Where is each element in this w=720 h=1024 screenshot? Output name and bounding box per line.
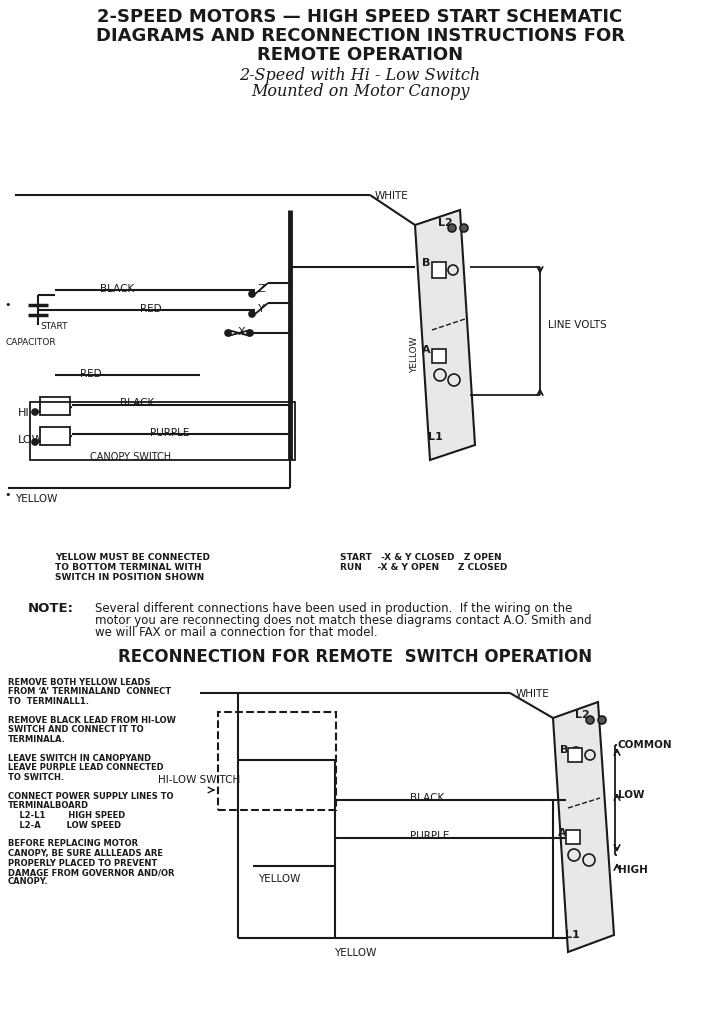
- Circle shape: [598, 716, 606, 724]
- Text: BLACK: BLACK: [120, 398, 154, 408]
- Text: CONNECT POWER SUPPLY LINES TO: CONNECT POWER SUPPLY LINES TO: [8, 792, 174, 801]
- Text: TO SWITCH.: TO SWITCH.: [8, 773, 64, 782]
- Text: WHITE: WHITE: [516, 689, 550, 699]
- Text: HIGH: HIGH: [618, 865, 648, 874]
- Text: CAPACITOR: CAPACITOR: [6, 338, 57, 347]
- Text: L2: L2: [438, 218, 453, 228]
- Bar: [568, 748, 582, 762]
- Bar: [566, 830, 580, 844]
- Bar: [432, 349, 446, 362]
- Circle shape: [225, 330, 231, 336]
- Text: CANOPY.: CANOPY.: [8, 878, 49, 887]
- Text: Y: Y: [258, 304, 265, 314]
- Text: REMOVE BOTH YELLOW LEADS: REMOVE BOTH YELLOW LEADS: [8, 678, 150, 687]
- Text: •: •: [5, 300, 12, 310]
- Circle shape: [249, 311, 255, 317]
- Circle shape: [249, 291, 255, 297]
- Text: SWITCH IN POSITION SHOWN: SWITCH IN POSITION SHOWN: [55, 573, 204, 582]
- Text: LOW: LOW: [18, 435, 44, 445]
- Text: LEAVE SWITCH IN CANOPYAND: LEAVE SWITCH IN CANOPYAND: [8, 754, 151, 763]
- Text: LINE VOLTS: LINE VOLTS: [548, 319, 607, 330]
- Text: TO  TERMINALL1.: TO TERMINALL1.: [8, 697, 89, 706]
- Text: HI: HI: [18, 408, 30, 418]
- Text: RED: RED: [140, 304, 161, 314]
- Text: A: A: [422, 345, 431, 355]
- Text: FROM ‘A’ TERMINALAND  CONNECT: FROM ‘A’ TERMINALAND CONNECT: [8, 687, 171, 696]
- Text: A: A: [558, 828, 567, 838]
- Text: CANOPY SWITCH: CANOPY SWITCH: [90, 452, 171, 462]
- Text: •: •: [5, 490, 12, 500]
- Text: YELLOW: YELLOW: [15, 494, 58, 504]
- Text: SWITCH AND CONNECT IT TO: SWITCH AND CONNECT IT TO: [8, 725, 143, 734]
- Text: PURPLE: PURPLE: [150, 428, 189, 438]
- Bar: [218, 712, 336, 810]
- Text: motor you are reconnecting does not match these diagrams contact A.O. Smith and: motor you are reconnecting does not matc…: [95, 614, 592, 627]
- Text: L2: L2: [575, 710, 590, 720]
- Circle shape: [460, 224, 468, 232]
- Text: RUN     -X & Y OPEN      Z CLOSED: RUN -X & Y OPEN Z CLOSED: [340, 563, 508, 572]
- Text: Mounted on Motor Canopy: Mounted on Motor Canopy: [251, 83, 469, 100]
- Text: X: X: [238, 327, 246, 337]
- Text: HI-LOW SWITCH: HI-LOW SWITCH: [158, 775, 240, 785]
- Polygon shape: [415, 210, 475, 460]
- Circle shape: [247, 330, 253, 336]
- Bar: [40, 397, 70, 415]
- Text: NOTE:: NOTE:: [28, 602, 74, 615]
- Bar: [30, 402, 295, 460]
- Text: YELLOW: YELLOW: [258, 874, 300, 884]
- Text: CANOPY, BE SURE ALLLEADS ARE: CANOPY, BE SURE ALLLEADS ARE: [8, 849, 163, 858]
- Text: COMMON: COMMON: [618, 740, 672, 750]
- Text: Several different connections have been used in production.  If the wiring on th: Several different connections have been …: [95, 602, 572, 615]
- Polygon shape: [553, 702, 614, 952]
- Circle shape: [448, 224, 456, 232]
- Text: DAMAGE FROM GOVERNOR AND/OR: DAMAGE FROM GOVERNOR AND/OR: [8, 868, 174, 877]
- Text: BLACK: BLACK: [100, 284, 134, 294]
- Text: we will FAX or mail a connection for that model.: we will FAX or mail a connection for tha…: [95, 626, 377, 639]
- Text: WHITE: WHITE: [375, 191, 409, 201]
- Text: START: START: [40, 322, 68, 331]
- Text: REMOVE BLACK LEAD FROM HI-LOW: REMOVE BLACK LEAD FROM HI-LOW: [8, 716, 176, 725]
- Text: TO BOTTOM TERMINAL WITH: TO BOTTOM TERMINAL WITH: [55, 563, 202, 572]
- Text: YELLOW: YELLOW: [334, 948, 376, 958]
- Text: L1: L1: [428, 432, 443, 442]
- Text: BLACK: BLACK: [410, 793, 444, 803]
- Text: RED: RED: [80, 369, 102, 379]
- Text: PROPERLY PLACED TO PREVENT: PROPERLY PLACED TO PREVENT: [8, 858, 157, 867]
- Text: YELLOW MUST BE CONNECTED: YELLOW MUST BE CONNECTED: [55, 553, 210, 562]
- Bar: [432, 262, 446, 278]
- Text: 2-Speed with Hi - Low Switch: 2-Speed with Hi - Low Switch: [240, 67, 480, 84]
- Circle shape: [32, 409, 38, 415]
- Text: L2-L1        HIGH SPEED: L2-L1 HIGH SPEED: [8, 811, 125, 820]
- Text: B: B: [560, 745, 568, 755]
- Text: Z: Z: [258, 284, 266, 294]
- Circle shape: [32, 439, 38, 445]
- Text: TERMINALBOARD: TERMINALBOARD: [8, 802, 89, 811]
- Text: TERMINALA.: TERMINALA.: [8, 735, 66, 744]
- Text: LOW: LOW: [618, 790, 644, 800]
- Circle shape: [586, 716, 594, 724]
- Text: REMOTE OPERATION: REMOTE OPERATION: [257, 46, 463, 63]
- Text: L2-A         LOW SPEED: L2-A LOW SPEED: [8, 820, 121, 829]
- Text: LEAVE PURPLE LEAD CONNECTED: LEAVE PURPLE LEAD CONNECTED: [8, 764, 163, 772]
- Bar: [40, 427, 70, 445]
- Text: B: B: [422, 258, 431, 268]
- Text: DIAGRAMS AND RECONNECTION INSTRUCTIONS FOR: DIAGRAMS AND RECONNECTION INSTRUCTIONS F…: [96, 27, 624, 45]
- Text: PURPLE: PURPLE: [410, 831, 449, 841]
- Text: L1: L1: [565, 930, 580, 940]
- Text: YELLOW: YELLOW: [410, 337, 420, 374]
- Text: RECONNECTION FOR REMOTE  SWITCH OPERATION: RECONNECTION FOR REMOTE SWITCH OPERATION: [118, 648, 592, 666]
- Text: START   -X & Y CLOSED   Z OPEN: START -X & Y CLOSED Z OPEN: [340, 553, 502, 562]
- Text: 2-SPEED MOTORS — HIGH SPEED START SCHEMATIC: 2-SPEED MOTORS — HIGH SPEED START SCHEMA…: [97, 8, 623, 26]
- Text: BEFORE REPLACING MOTOR: BEFORE REPLACING MOTOR: [8, 840, 138, 849]
